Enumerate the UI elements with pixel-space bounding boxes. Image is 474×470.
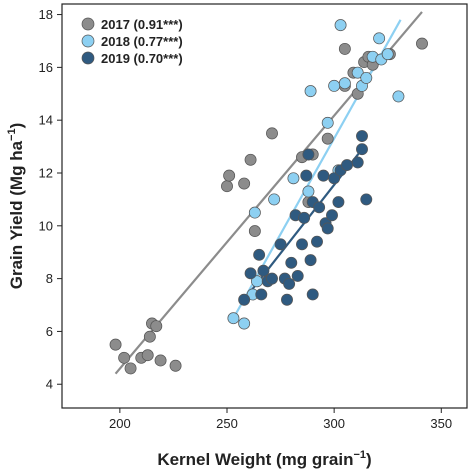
- data-point: [283, 277, 296, 290]
- data-point: [317, 169, 330, 182]
- x-axis-title: Kernel Weight (mg grain−1): [157, 449, 371, 469]
- data-point: [124, 362, 137, 375]
- data-point: [143, 330, 156, 343]
- y-tick-label: 12: [39, 165, 53, 180]
- data-point: [298, 211, 311, 224]
- data-point: [321, 132, 334, 145]
- data-point: [360, 71, 373, 84]
- data-point: [257, 264, 270, 277]
- data-point: [291, 270, 304, 282]
- plot-border: [61, 3, 468, 409]
- data-point: [304, 85, 317, 98]
- x-axis: 200 250 300 350: [109, 408, 452, 431]
- data-point: [326, 209, 338, 222]
- data-point: [255, 288, 268, 301]
- data-point: [356, 130, 368, 142]
- y-tick-label: 10: [39, 218, 53, 233]
- data-point: [328, 79, 341, 92]
- y-axis: 4 6 8 10 12 14 16 18: [39, 7, 62, 392]
- data-point: [248, 206, 261, 219]
- x-tick-label: 250: [216, 416, 238, 431]
- data-point: [285, 256, 298, 269]
- data-point: [109, 338, 122, 351]
- data-point: [351, 66, 364, 79]
- y-tick-label: 16: [39, 60, 53, 75]
- data-point: [238, 177, 251, 190]
- data-point: [118, 351, 131, 364]
- x-tick-label: 200: [109, 416, 131, 431]
- data-point: [221, 180, 233, 193]
- data-point: [311, 235, 323, 248]
- data-point: [416, 37, 428, 50]
- legend-label: 2017 (0.91***): [101, 17, 183, 32]
- data-point: [281, 293, 293, 306]
- legend: 2017 (0.91***) 2018 (0.77***) 2019 (0.70**…: [81, 17, 183, 66]
- data-point: [313, 201, 326, 214]
- data-point: [360, 193, 373, 206]
- data-point: [338, 42, 351, 55]
- data-point: [266, 272, 278, 285]
- data-point: [296, 238, 308, 251]
- data-point: [266, 127, 278, 140]
- data-point: [268, 193, 281, 206]
- data-point: [223, 169, 236, 182]
- y-axis-title: Grain Yield (Mg ha−1): [6, 123, 26, 290]
- y-tick-label: 4: [46, 377, 53, 392]
- data-point: [328, 172, 341, 185]
- data-point: [321, 116, 334, 129]
- y-tick-label: 8: [46, 271, 53, 286]
- data-point: [302, 148, 315, 161]
- y-tick-label: 18: [39, 7, 53, 22]
- data-point: [154, 354, 167, 367]
- data-point: [248, 225, 261, 238]
- data-point: [169, 359, 182, 372]
- data-point: [373, 32, 386, 45]
- legend-marker: [81, 34, 95, 48]
- data-point: [238, 293, 251, 306]
- data-point: [274, 238, 287, 251]
- data-point: [356, 143, 368, 156]
- data-point: [304, 254, 317, 267]
- legend-marker: [81, 17, 95, 31]
- data-point: [338, 77, 351, 90]
- legend-label: 2018 (0.77***): [101, 34, 183, 49]
- data-point: [238, 317, 251, 330]
- data-point: [321, 222, 334, 235]
- data-point: [227, 312, 240, 325]
- data-point: [351, 156, 364, 169]
- data-point: [253, 248, 266, 261]
- plot-area: [61, 3, 468, 409]
- data-point: [332, 196, 345, 208]
- y-tick-label: 14: [39, 113, 53, 128]
- data-point: [287, 172, 300, 185]
- data-point: [334, 19, 347, 32]
- data-point: [300, 169, 313, 182]
- x-tick-label: 350: [430, 416, 452, 431]
- data-point: [141, 349, 154, 362]
- data-point: [244, 267, 257, 280]
- y-tick-label: 6: [46, 324, 53, 339]
- data-points: [109, 19, 428, 375]
- data-point: [244, 153, 257, 166]
- x-tick-label: 300: [323, 416, 345, 431]
- data-point: [302, 185, 315, 198]
- data-point: [381, 48, 394, 61]
- legend-marker: [81, 51, 95, 65]
- data-point: [150, 320, 163, 333]
- data-point: [392, 90, 405, 103]
- data-point: [306, 288, 319, 301]
- data-point: [341, 159, 353, 172]
- legend-label: 2019 (0.70***): [101, 51, 183, 66]
